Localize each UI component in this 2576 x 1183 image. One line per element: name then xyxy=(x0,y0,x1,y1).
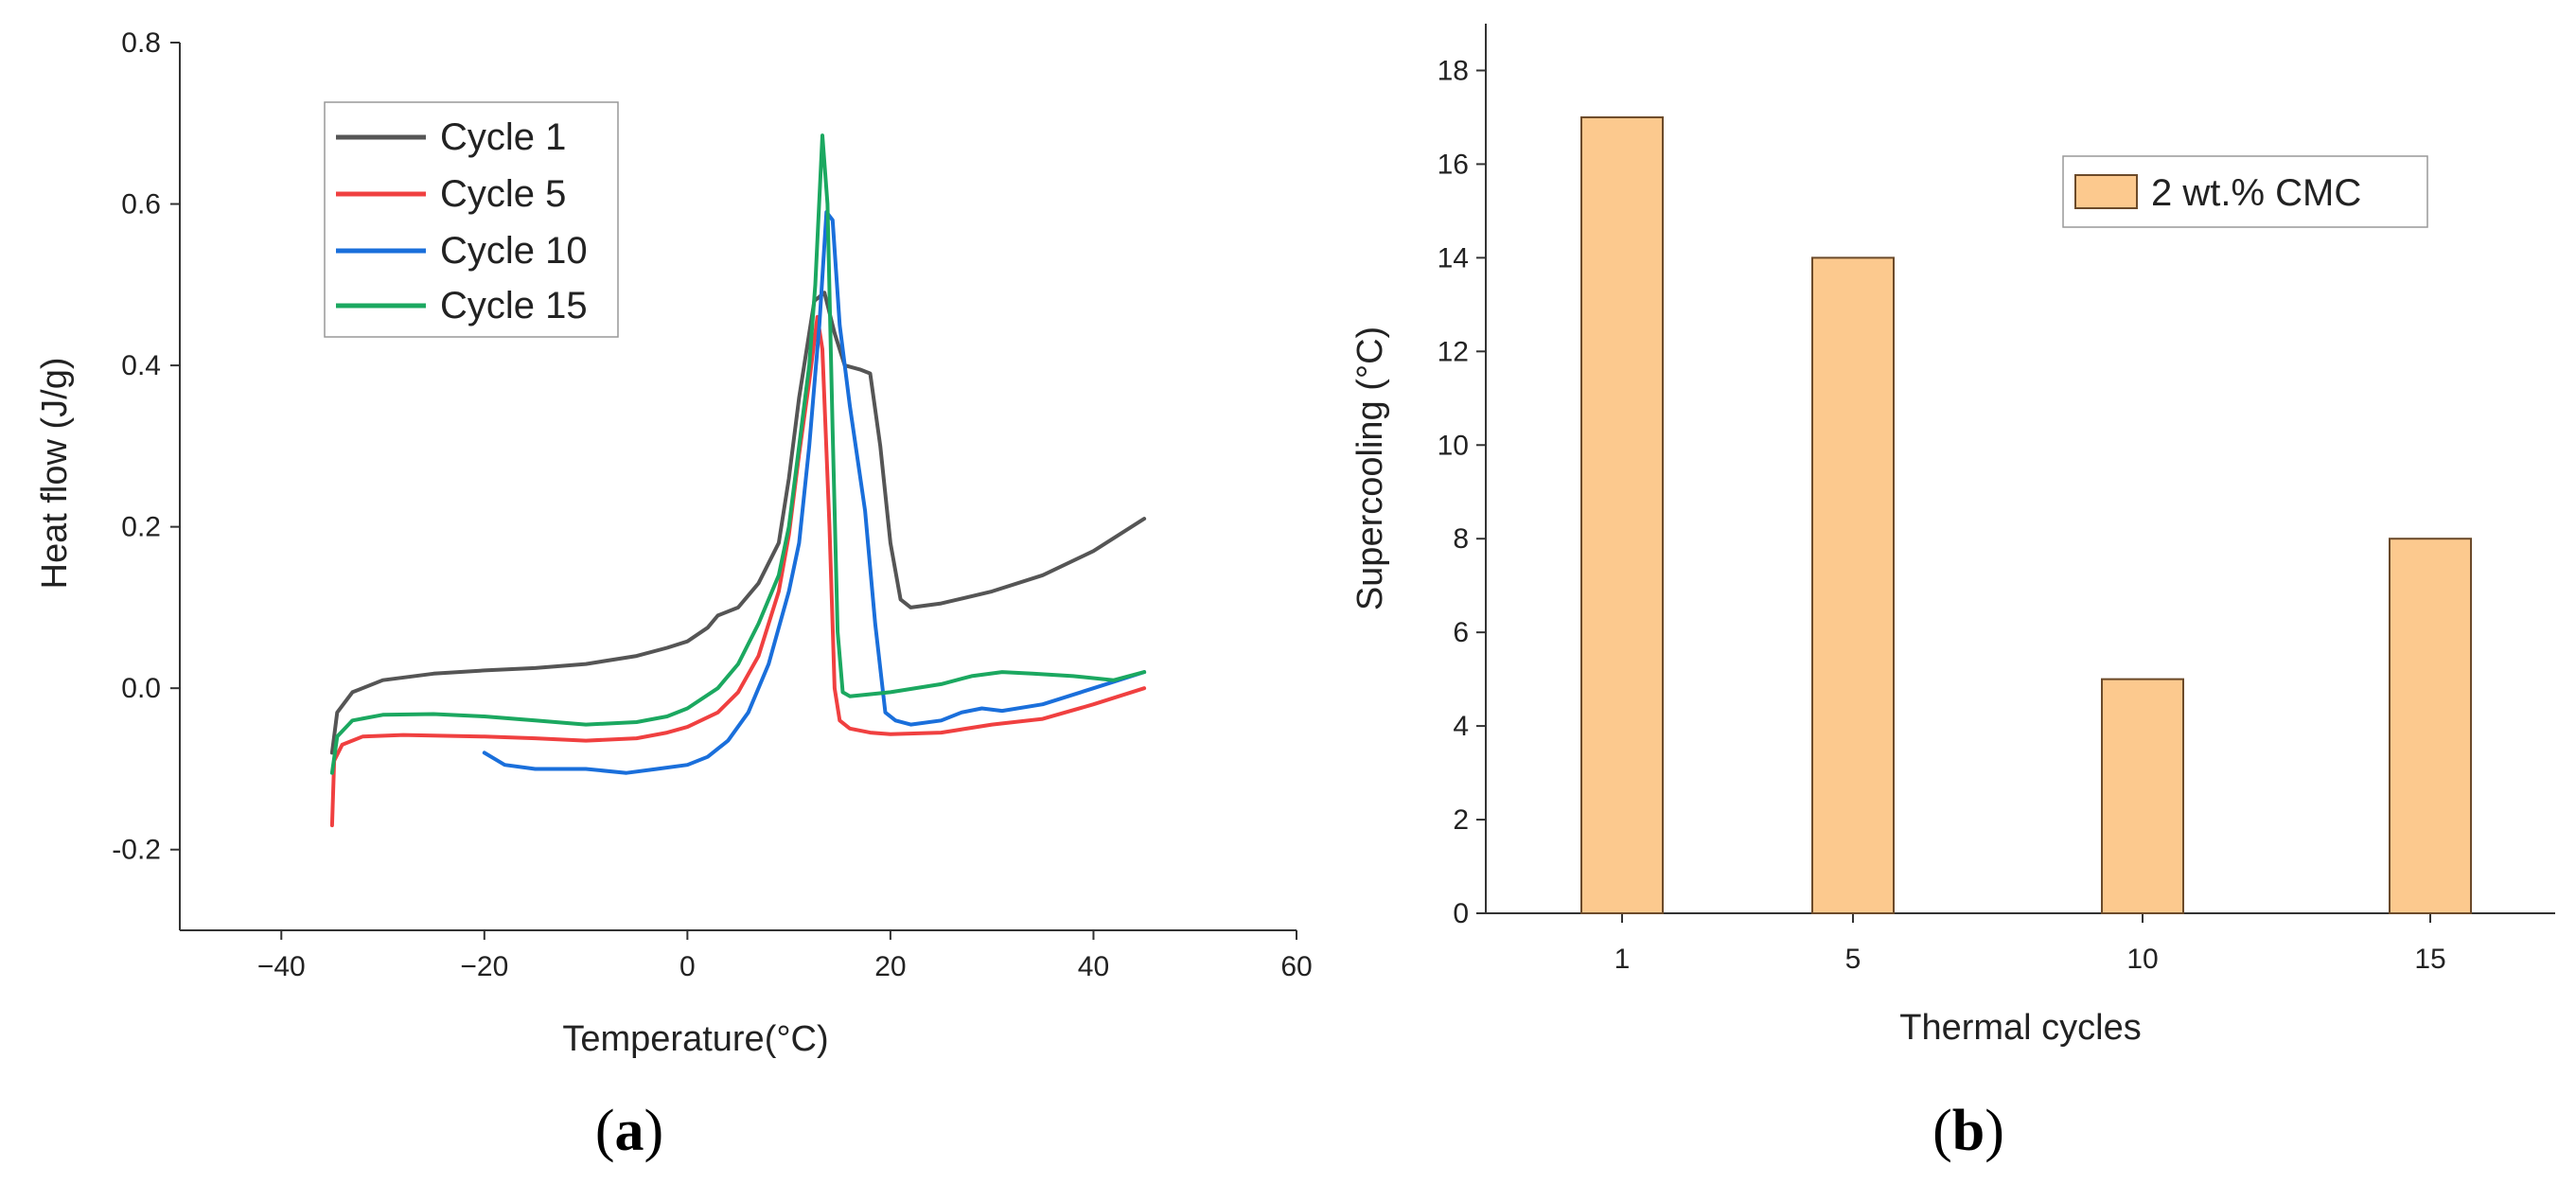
bar-cycle-1 xyxy=(1580,115,1664,914)
y-tick-label: -0.2 xyxy=(112,835,161,866)
y-tick-label: 18 xyxy=(1438,55,1469,86)
bar-cycle-10 xyxy=(2101,678,2184,915)
y-tick-label: 12 xyxy=(1438,336,1469,367)
legend-label-cycle-1: Cycle 1 xyxy=(440,116,566,158)
y-axis-title: Heat flow (J/g) xyxy=(35,358,75,590)
x-ticks: −40 −20 0 20 40 60 xyxy=(257,930,1313,982)
panel-label-a: (a) xyxy=(595,1099,663,1163)
y-tick-label: 0 xyxy=(1453,898,1469,929)
y-tick-label: 14 xyxy=(1438,242,1469,274)
x-axis-title: Temperature(°C) xyxy=(562,1019,828,1059)
panel-label-b: (b) xyxy=(1932,1099,2004,1163)
x-tick-label: 60 xyxy=(1280,951,1312,982)
x-tick-label: 15 xyxy=(2414,944,2445,975)
y-tick-label: 16 xyxy=(1438,149,1469,180)
legend-box xyxy=(324,101,619,338)
legend-label-cycle-10: Cycle 10 xyxy=(440,230,588,272)
legend: Cycle 1 Cycle 5 Cycle 10 Cycle 15 xyxy=(324,101,619,338)
y-tick-label: 0.6 xyxy=(121,189,161,221)
y-axis-title: Supercooling (°C) xyxy=(1350,327,1390,610)
y-ticks: -0.2 0.0 0.2 0.4 0.6 0.8 xyxy=(112,27,180,866)
y-tick-label: 4 xyxy=(1453,711,1469,742)
bar-cycle-15 xyxy=(2389,538,2472,914)
bar-cycle-5 xyxy=(1811,256,1895,914)
series-line-cycle-5 xyxy=(329,314,1147,828)
series-line-cycle-1 xyxy=(329,291,1147,755)
legend-label-cycle-15: Cycle 15 xyxy=(440,285,588,327)
y-tick-label: 0.4 xyxy=(121,350,161,381)
x-tick-label: 20 xyxy=(874,951,906,982)
x-tick-label: 5 xyxy=(1845,944,1861,975)
x-tick-label: 10 xyxy=(2126,944,2158,975)
legend-swatch-2wt-cmc xyxy=(2074,174,2138,209)
legend: 2 wt.% CMC xyxy=(2062,155,2428,228)
legend-label-cycle-5: Cycle 5 xyxy=(440,173,566,215)
series-line-cycle-15 xyxy=(329,133,1147,775)
x-ticks: 1 5 10 15 xyxy=(1614,913,2446,975)
legend-label-2wt-cmc: 2 wt.% CMC xyxy=(2151,172,2361,214)
x-axis-title: Thermal cycles xyxy=(1899,1008,2142,1048)
y-tick-label: 8 xyxy=(1453,523,1469,555)
x-tick-label: 0 xyxy=(679,951,696,982)
y-tick-label: 0.2 xyxy=(121,512,161,543)
y-tick-label: 0.8 xyxy=(121,27,161,59)
bars xyxy=(1580,115,2472,915)
y-tick-label: 0.0 xyxy=(121,673,161,704)
y-tick-label: 10 xyxy=(1438,430,1469,461)
y-tick-label: 6 xyxy=(1453,617,1469,648)
x-tick-label: 1 xyxy=(1614,944,1631,975)
x-tick-label: −20 xyxy=(460,951,508,982)
x-tick-label: −40 xyxy=(257,951,306,982)
x-tick-label: 40 xyxy=(1078,951,1109,982)
y-ticks: 0 2 4 6 8 10 12 14 16 18 xyxy=(1438,55,1486,929)
series-lines xyxy=(329,133,1147,828)
y-tick-label: 2 xyxy=(1453,804,1469,836)
dsc-line-chart: -0.2 0.0 0.2 0.4 0.6 0.8 −40 −20 0 20 40 60 Heat f… xyxy=(35,27,1313,1163)
